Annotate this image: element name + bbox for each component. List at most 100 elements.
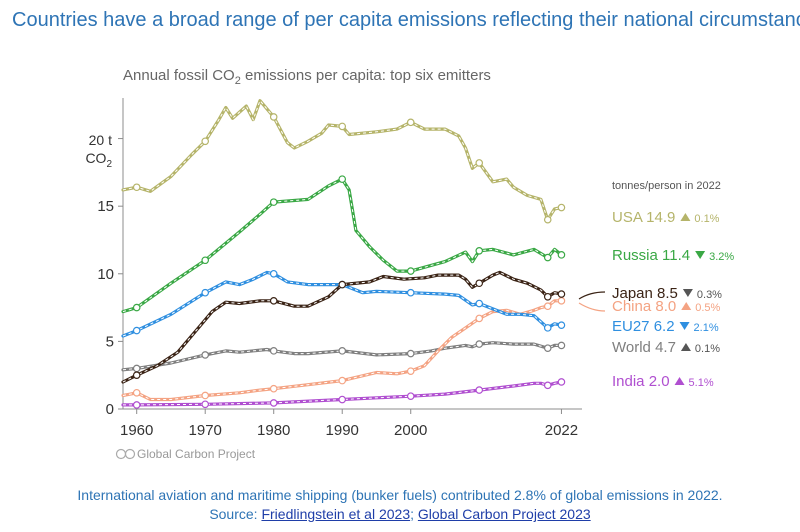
legend-item-china: China 8.0 0.5% bbox=[578, 298, 721, 315]
series-dash-usa bbox=[122, 99, 562, 221]
source-link-gcp[interactable]: Global Carbon Project 2023 bbox=[417, 506, 591, 522]
y-tick-label: 10 bbox=[97, 266, 114, 283]
data-point-japan bbox=[269, 297, 278, 305]
data-point-world bbox=[269, 347, 278, 355]
source-link-friedlingstein[interactable]: Friedlingstein et al 2023 bbox=[261, 506, 411, 522]
data-point-india bbox=[201, 400, 210, 409]
series-dash-eu27 bbox=[122, 271, 562, 337]
x-tick-label: 1980 bbox=[257, 422, 290, 439]
data-point-world bbox=[475, 340, 484, 348]
y-unit-label-line1: 20 t bbox=[89, 132, 112, 148]
y-tick-label: 5 bbox=[106, 333, 114, 350]
series-india bbox=[121, 378, 566, 409]
series-russia bbox=[121, 175, 566, 314]
series-line-world bbox=[121, 341, 563, 372]
triangle-down-icon bbox=[682, 289, 693, 297]
data-point-russia bbox=[475, 246, 484, 255]
x-tick-label: 2022 bbox=[545, 422, 578, 439]
legend-label-japan: Japan 8.5 bbox=[612, 285, 678, 302]
data-point-russia bbox=[201, 256, 210, 265]
data-point-eu27 bbox=[201, 288, 210, 297]
legend-item-eu27: EU27 6.2 2.1% bbox=[612, 318, 719, 335]
data-point-japan bbox=[557, 290, 566, 298]
x-tick-label: 1970 bbox=[189, 422, 222, 439]
x-tick-label: 1960 bbox=[120, 422, 153, 439]
credit: Global Carbon Project bbox=[115, 447, 256, 461]
data-point-usa bbox=[338, 122, 347, 131]
data-point-eu27 bbox=[132, 326, 141, 335]
axes: 0 5 10 15 1960 1970 1980 1990 2000 2022 bbox=[97, 98, 582, 439]
legend-item-india: India 2.0 5.1% bbox=[612, 373, 714, 390]
legend-label-india: India 2.0 bbox=[612, 373, 670, 390]
legend-pct-world: 0.1% bbox=[695, 343, 720, 355]
series-line-usa bbox=[121, 99, 563, 222]
data-point-india bbox=[557, 378, 566, 386]
data-point-china bbox=[475, 314, 484, 323]
series-china bbox=[121, 297, 566, 402]
legend-item-usa: USA 14.9 0.1% bbox=[612, 209, 720, 226]
data-point-usa bbox=[132, 183, 141, 192]
y-tick-label: 15 bbox=[97, 198, 114, 215]
legend-leader-japan bbox=[578, 291, 606, 300]
data-point-usa bbox=[557, 203, 566, 212]
legend-item-world: World 4.7 0.1% bbox=[612, 339, 720, 356]
data-point-eu27 bbox=[269, 269, 278, 278]
legend-leader-china bbox=[578, 302, 606, 312]
data-point-eu27 bbox=[406, 288, 415, 297]
triangle-up-icon bbox=[674, 377, 685, 385]
legend-label-usa: USA 14.9 bbox=[612, 209, 675, 226]
data-point-russia bbox=[557, 251, 566, 259]
data-point-usa bbox=[475, 159, 484, 167]
triangle-down-icon bbox=[695, 251, 706, 259]
data-point-russia bbox=[338, 175, 347, 183]
series-line-russia bbox=[121, 177, 563, 314]
data-point-usa bbox=[543, 215, 552, 224]
legend: tonnes/person in 2022 USA 14.9 0.1% Russia … bbox=[578, 180, 734, 390]
data-point-russia bbox=[406, 267, 415, 275]
credit-text: Global Carbon Project bbox=[137, 447, 256, 461]
source-separator: ; bbox=[410, 506, 418, 522]
data-point-world bbox=[406, 349, 415, 358]
data-point-eu27 bbox=[557, 321, 566, 329]
data-point-china bbox=[406, 367, 415, 375]
triangle-up-icon bbox=[680, 343, 691, 351]
legend-label-russia: Russia 11.4 bbox=[612, 247, 690, 264]
data-point-china bbox=[338, 376, 347, 385]
series-dash-china bbox=[122, 300, 562, 400]
series-japan bbox=[121, 270, 566, 384]
data-point-eu27 bbox=[543, 324, 552, 332]
data-point-india bbox=[406, 392, 415, 400]
series-world bbox=[121, 340, 566, 373]
series-line-japan bbox=[121, 270, 563, 384]
legend-pct-eu27: 2.1% bbox=[694, 322, 719, 334]
data-point-usa bbox=[406, 118, 415, 127]
footer-note: International aviation and maritime ship… bbox=[77, 487, 723, 503]
data-point-india bbox=[543, 381, 552, 390]
legend-header: tonnes/person in 2022 bbox=[612, 180, 721, 192]
legend-pct-russia: 3.2% bbox=[709, 251, 734, 263]
series-layer bbox=[121, 99, 566, 409]
y-unit-label-line2: CO2 bbox=[85, 150, 112, 170]
series-usa bbox=[121, 99, 566, 224]
triangle-up-icon bbox=[680, 213, 691, 221]
legend-label-china: China 8.0 bbox=[612, 298, 676, 315]
data-point-russia bbox=[543, 253, 552, 262]
by-icon bbox=[124, 448, 136, 460]
legend-item-japan: Japan 8.5 0.3% bbox=[578, 285, 722, 302]
series-dash-japan bbox=[122, 271, 562, 383]
series-dash-world bbox=[122, 342, 562, 371]
cc-icon bbox=[115, 448, 127, 460]
data-point-china bbox=[132, 388, 141, 397]
data-point-china bbox=[543, 302, 552, 311]
data-point-world bbox=[557, 341, 566, 350]
data-point-china bbox=[557, 297, 566, 305]
data-point-india bbox=[269, 399, 278, 407]
data-point-japan bbox=[132, 371, 141, 379]
legend-pct-china: 0.5% bbox=[695, 302, 720, 314]
source-prefix: Source: bbox=[209, 506, 262, 522]
legend-label-world: World 4.7 bbox=[612, 339, 676, 356]
data-point-japan bbox=[338, 280, 347, 289]
data-point-india bbox=[132, 401, 141, 409]
legend-label-eu27: EU27 6.2 bbox=[612, 318, 675, 335]
page-headline: Countries have a broad range of per capi… bbox=[12, 9, 800, 31]
